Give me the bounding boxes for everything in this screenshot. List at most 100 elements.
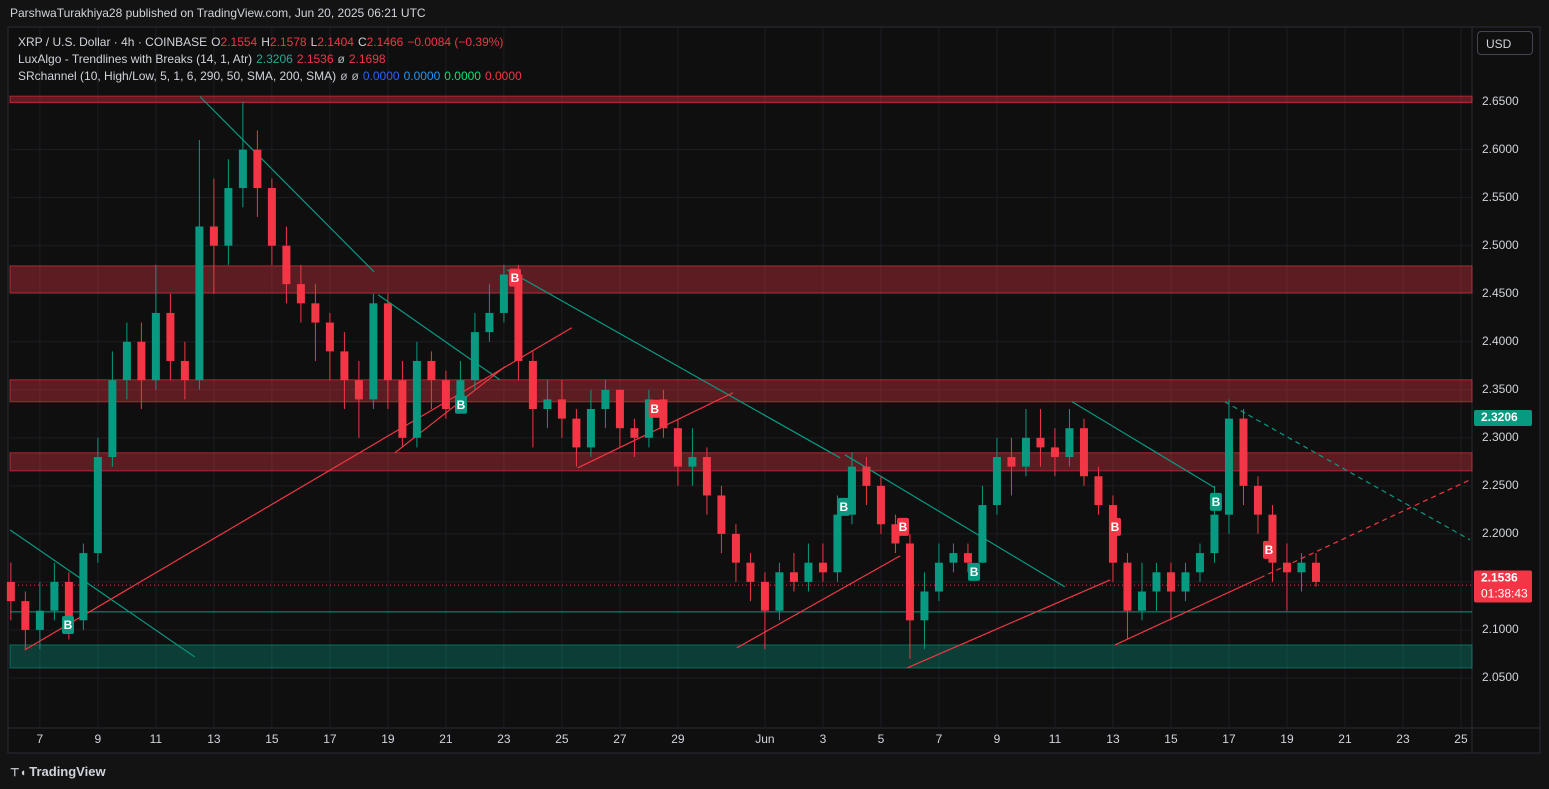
ohlc-key: C: [357, 35, 367, 49]
y-tick-label: 2.2000: [1482, 526, 1519, 540]
sr-zone: [9, 265, 1473, 294]
signal-badge: [454, 395, 467, 414]
indicator-value: 0.0000: [403, 69, 441, 83]
candle-body: [615, 389, 624, 429]
symbol: XRP / U.S. Dollar · 4h · COINBASE: [18, 35, 208, 49]
y-tick-label: 2.1000: [1482, 622, 1519, 636]
signal-label: B: [650, 402, 659, 416]
candle-body: [325, 322, 334, 352]
signal-label: B: [839, 500, 848, 514]
candle-body: [1311, 562, 1320, 582]
candle-body: [224, 188, 233, 246]
x-tick-label: 23: [1396, 732, 1410, 746]
x-tick-label: 11: [150, 732, 163, 746]
ohlc-value: 2.1554: [220, 35, 258, 49]
signal-label: B: [1111, 520, 1120, 534]
x-tick-label: 21: [1338, 732, 1352, 746]
candle-body: [238, 149, 247, 189]
candle-body: [108, 380, 117, 458]
ohlc-key: H: [261, 35, 270, 49]
trendline: [394, 366, 506, 454]
trendline: [24, 327, 573, 651]
candle-body: [311, 303, 320, 323]
change: −0.0084 (−0.39%): [407, 35, 504, 49]
candle-body: [1152, 572, 1161, 592]
candle-body: [949, 553, 958, 563]
indicator-value: 2.1536: [296, 52, 334, 66]
plot: 2.05002.10002.15002.20002.25002.30002.35…: [6, 27, 1532, 746]
candle-body: [1079, 428, 1088, 477]
sr-zone: [9, 452, 1473, 472]
y-tick-label: 2.4500: [1482, 286, 1519, 300]
x-tick-label: 15: [1164, 732, 1178, 746]
candle-body: [412, 360, 421, 438]
ohlc-key: L: [310, 35, 318, 49]
indicator-value: ø: [351, 69, 359, 83]
y-tick-label: 2.5500: [1482, 190, 1519, 204]
x-tick-label: 5: [878, 732, 885, 746]
candle-body: [746, 562, 755, 582]
candle-body: [441, 380, 450, 409]
brand-name: TradingView: [29, 764, 106, 779]
x-tick-label: 9: [95, 732, 102, 746]
signal-label: B: [970, 565, 979, 579]
candle-body: [557, 399, 566, 419]
y-tick-label: 2.5000: [1482, 238, 1519, 252]
trendline: [844, 454, 1066, 588]
candle-body: [1195, 553, 1204, 573]
candle-body: [630, 428, 639, 438]
x-tick-label: 27: [613, 732, 627, 746]
indicator-value: ø: [340, 69, 348, 83]
candle-body: [499, 274, 508, 313]
ohlc-value: 2.1404: [317, 35, 354, 49]
signal-badge: [837, 497, 850, 516]
y-tick-label: 2.2500: [1482, 478, 1519, 492]
candle-body: [35, 610, 44, 630]
trendline: [906, 579, 1111, 669]
candle-body: [485, 312, 494, 333]
indicator-value: 0.0000: [484, 69, 522, 83]
candle-body: [354, 380, 363, 400]
signal-label: B: [511, 271, 520, 285]
candle-body: [978, 505, 987, 563]
publisher-line: ParshwaTurakhiya28 published on TradingV…: [10, 6, 426, 20]
candle-body: [166, 312, 175, 361]
signal-badge: [62, 615, 75, 634]
candle-body: [1094, 476, 1103, 506]
candle-body: [1007, 457, 1016, 467]
signal-badge: [1108, 517, 1121, 536]
candle-body: [470, 332, 479, 381]
candle-body: [963, 553, 972, 563]
candle-body: [1036, 437, 1045, 448]
x-tick-label: 17: [323, 732, 337, 746]
candle-body: [644, 399, 653, 438]
logo: ⊤◖: [10, 767, 27, 779]
signal-badge: [1262, 540, 1275, 559]
candle-body: [64, 581, 73, 621]
price-tag-label: 2.3206: [1481, 410, 1518, 424]
candle-body: [731, 533, 740, 563]
trendline: [377, 294, 501, 381]
candle-body: [833, 514, 842, 573]
trendline: [736, 555, 901, 649]
countdown: 01:38:43: [1481, 587, 1528, 601]
candle-body: [1268, 514, 1277, 563]
currency-button[interactable]: USD: [1477, 31, 1533, 55]
y-tick-label: 2.3500: [1482, 382, 1519, 396]
candle-body: [383, 303, 392, 381]
y-tick-label: 2.0500: [1482, 670, 1519, 684]
indicator-name: LuxAlgo - Trendlines with Breaks (14, 1,…: [18, 52, 253, 66]
signal-badge: [1209, 492, 1222, 511]
candle-body: [1123, 562, 1132, 611]
candle-body: [1282, 562, 1291, 573]
trendline: [577, 392, 734, 469]
candle-body: [818, 562, 827, 573]
candle-body: [21, 601, 30, 630]
x-tick-label: 25: [555, 732, 569, 746]
x-tick-label: 21: [439, 732, 453, 746]
candle-body: [1137, 591, 1146, 611]
x-tick-label: 13: [1106, 732, 1120, 746]
candle-body: [1210, 514, 1219, 554]
